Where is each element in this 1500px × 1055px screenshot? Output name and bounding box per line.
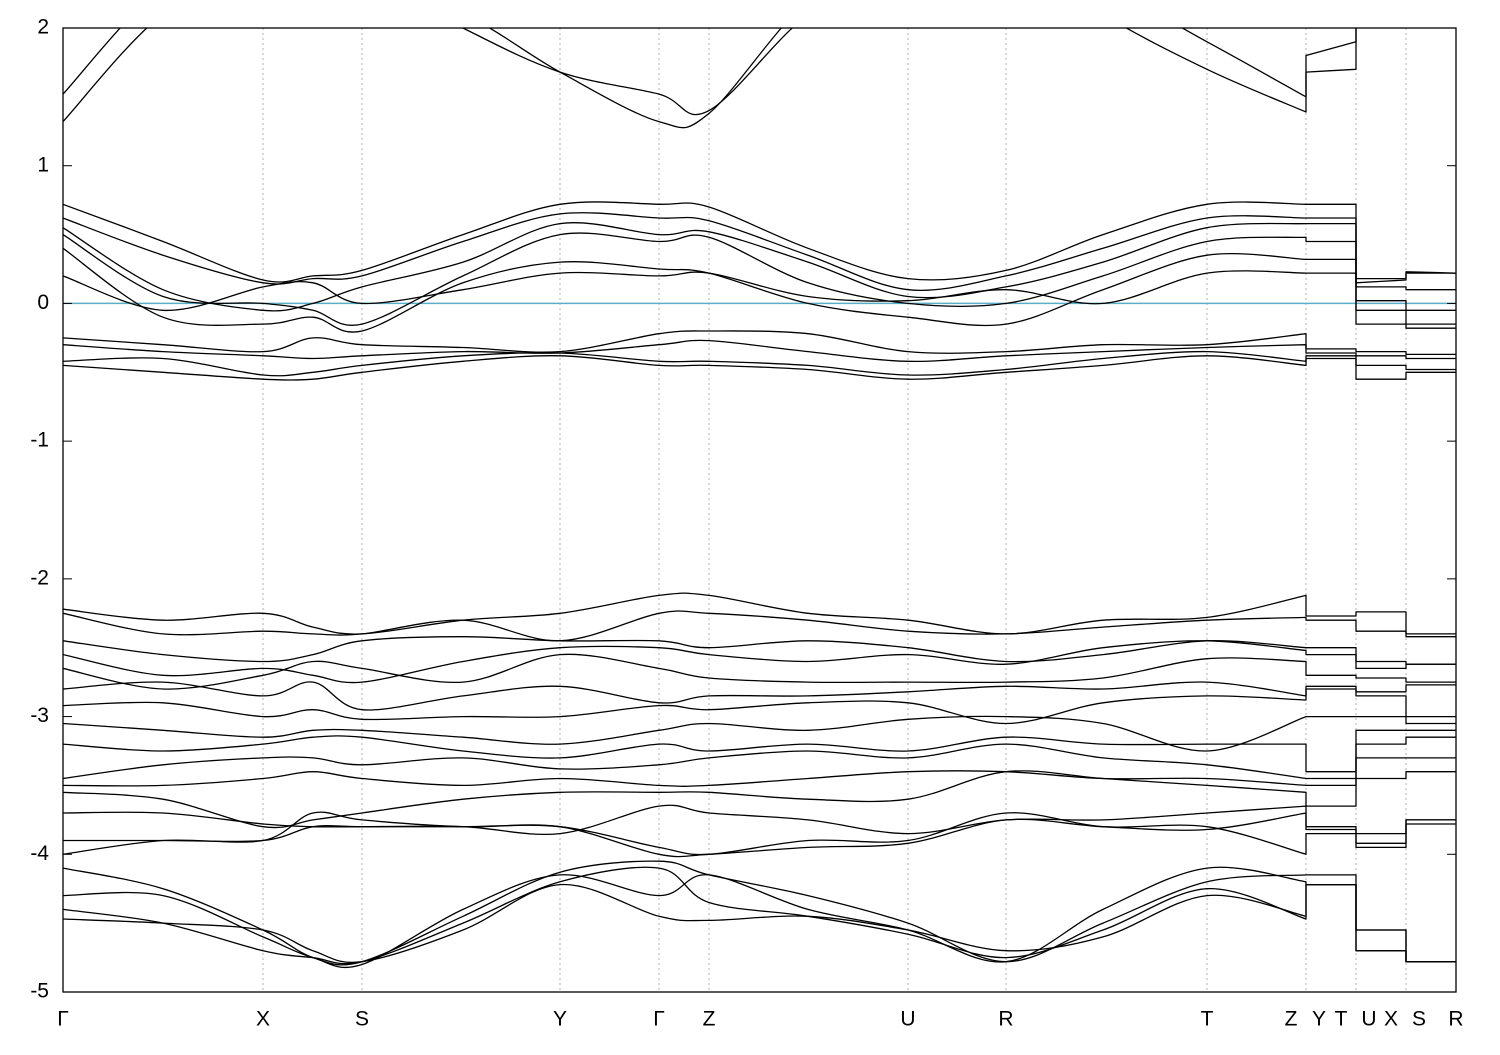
y-tick-label: -4 bbox=[30, 842, 49, 865]
band-line bbox=[63, 770, 1456, 829]
band-line bbox=[63, 355, 1456, 381]
band-line bbox=[63, 247, 1456, 333]
band-line bbox=[63, 232, 1456, 326]
band-line bbox=[63, 636, 1456, 665]
band-line bbox=[63, 212, 1456, 291]
band-line bbox=[63, 28, 1357, 129]
band-line bbox=[63, 883, 1456, 964]
x-tick-label: T bbox=[1335, 1008, 1348, 1031]
y-tick-label: -5 bbox=[30, 980, 49, 1003]
x-tick-label: R bbox=[1448, 1008, 1463, 1031]
band-line bbox=[63, 270, 1456, 329]
x-tick-label: Y bbox=[1312, 1008, 1326, 1031]
x-tick-label: U bbox=[900, 1008, 915, 1031]
x-tick-label: Z bbox=[703, 1008, 716, 1031]
band-line bbox=[63, 201, 1456, 283]
band-line bbox=[63, 729, 1456, 773]
plot-frame bbox=[62, 27, 1457, 993]
band-line bbox=[63, 339, 1456, 363]
band-line bbox=[63, 222, 1456, 312]
band-line bbox=[63, 757, 1456, 787]
x-tick-label: X bbox=[256, 1008, 270, 1031]
band-line bbox=[63, 688, 1456, 725]
x-tick-label: Γ bbox=[57, 1008, 69, 1031]
x-tick-label: X bbox=[1384, 1008, 1398, 1031]
y-tick-label: 0 bbox=[37, 291, 49, 314]
band-line bbox=[63, 866, 1456, 965]
x-tick-label: Γ bbox=[653, 1008, 665, 1031]
x-tick-label: R bbox=[998, 1008, 1013, 1031]
y-tick-label: 2 bbox=[37, 16, 49, 39]
x-tick-label: Y bbox=[553, 1008, 567, 1031]
plot-area bbox=[63, 28, 1456, 969]
x-tick-label: S bbox=[355, 1008, 369, 1031]
band-line bbox=[63, 330, 1456, 356]
band-line bbox=[63, 736, 1456, 780]
band-line bbox=[63, 610, 1456, 642]
x-tick-label: Z bbox=[1285, 1008, 1298, 1031]
y-tick-label: 1 bbox=[37, 153, 49, 176]
band-line bbox=[63, 653, 1456, 690]
y-tick-label: -2 bbox=[30, 566, 49, 589]
x-tick-label: U bbox=[1361, 1008, 1376, 1031]
band-line bbox=[63, 592, 1456, 635]
band-line bbox=[63, 715, 1456, 752]
band-line bbox=[63, 811, 1456, 858]
y-tick-label: -3 bbox=[30, 704, 49, 727]
grid bbox=[262, 28, 1407, 992]
x-tick-label: T bbox=[1201, 1008, 1214, 1031]
band-line bbox=[63, 640, 1456, 684]
x-tick-label: S bbox=[1412, 1008, 1426, 1031]
band-line bbox=[63, 812, 1456, 856]
y-tick-label: -1 bbox=[30, 429, 49, 452]
band-line bbox=[63, 28, 1357, 116]
band-line bbox=[63, 804, 1456, 835]
